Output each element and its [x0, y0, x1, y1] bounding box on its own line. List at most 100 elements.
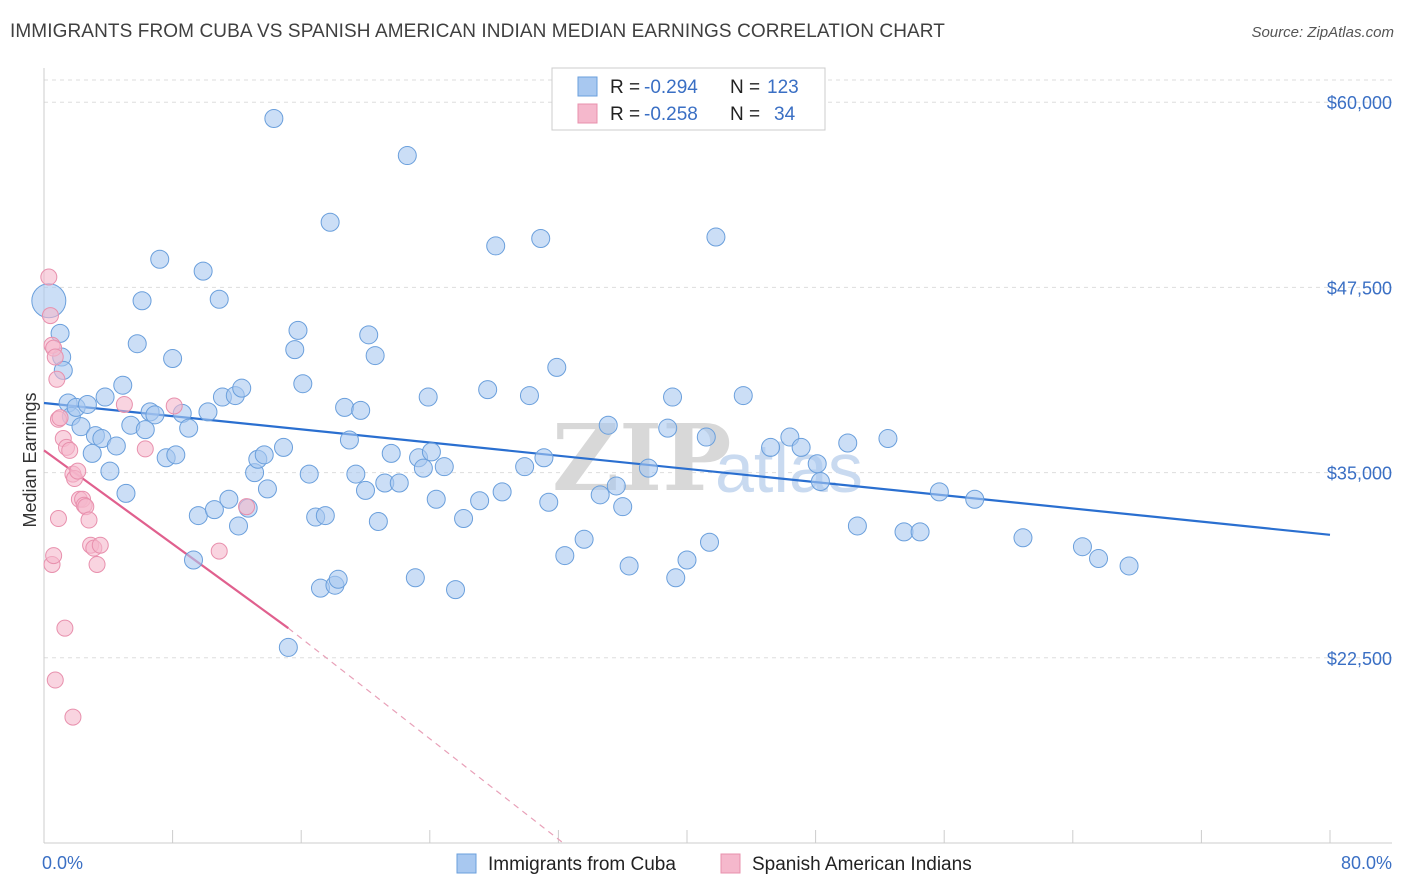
cuba-point	[278, 637, 298, 657]
cuba-point	[100, 461, 120, 481]
cuba-point	[116, 483, 136, 503]
cuba-point	[204, 500, 224, 520]
cuba-point	[894, 522, 914, 542]
cuba-point	[365, 346, 385, 366]
cuba-point	[381, 443, 401, 463]
sai-point	[41, 307, 59, 325]
cuba-point	[638, 458, 658, 478]
cuba-point	[574, 529, 594, 549]
sai-point	[91, 536, 109, 554]
chart-title: IMMIGRANTS FROM CUBA VS SPANISH AMERICAN…	[10, 21, 945, 42]
legend-swatch-cuba	[456, 853, 477, 874]
cuba-point	[965, 489, 985, 509]
cuba-point	[95, 387, 115, 407]
cuba-point	[910, 522, 930, 542]
cuba-point	[106, 436, 126, 456]
stats-n-label-sai: N =	[730, 104, 760, 125]
cuba-point	[288, 320, 308, 340]
y-tick-label: $47,500	[1327, 278, 1392, 298]
cuba-point	[418, 387, 438, 407]
sai-point	[46, 348, 64, 366]
cuba-point	[658, 418, 678, 438]
cuba-point	[405, 568, 425, 588]
cuba-point	[328, 569, 348, 589]
y-tick-labels: $22,500 $35,000 $47,500 $60,000	[1327, 93, 1392, 669]
cuba-point	[293, 374, 313, 394]
cuba-point	[145, 405, 165, 425]
cuba-point	[274, 437, 294, 457]
y-tick-label: $22,500	[1327, 649, 1392, 669]
cuba-point	[454, 509, 474, 529]
cuba-point	[232, 378, 252, 398]
cuba-point	[320, 212, 340, 232]
cuba-point	[397, 146, 417, 166]
cuba-point	[166, 445, 186, 465]
cuba-point	[590, 485, 610, 505]
stats-box: R = -0.294 N = 123 R = -0.258 N = 34	[551, 67, 826, 131]
cuba-point	[1072, 537, 1092, 557]
cuba-point	[150, 249, 170, 269]
sai-point	[46, 671, 64, 689]
y-axis-label: Median Earnings	[20, 392, 40, 527]
cuba-point	[606, 476, 626, 496]
sai-point	[115, 395, 133, 413]
cuba-point	[413, 458, 433, 478]
stats-r-value-cuba: -0.294	[644, 77, 698, 98]
cuba-point	[700, 532, 720, 552]
stats-r-value-sai: -0.258	[644, 104, 698, 125]
cuba-point	[555, 546, 575, 566]
cuba-point	[847, 516, 867, 536]
cuba-point	[356, 480, 375, 500]
legend-label-sai: Spanish American Indians	[752, 854, 972, 875]
cuba-point	[1089, 549, 1109, 569]
sai-point	[88, 555, 106, 573]
cuba-point	[791, 437, 811, 457]
cuba-point	[733, 386, 753, 406]
stats-n-value-cuba: 123	[767, 77, 799, 98]
cuba-point	[229, 516, 249, 536]
stats-r-label-sai: R =	[610, 104, 640, 125]
cuba-point	[531, 229, 551, 249]
cuba-point	[515, 457, 535, 477]
cuba-point	[677, 550, 697, 570]
sai-point	[40, 268, 58, 286]
sai-point	[80, 511, 98, 529]
cuba-point	[761, 437, 781, 457]
cuba-point	[539, 492, 559, 512]
cuba-point	[179, 418, 199, 438]
cuba-point	[71, 417, 91, 437]
cuba-point	[113, 375, 133, 395]
stats-n-label-cuba: N =	[730, 77, 760, 98]
data-points	[31, 109, 1139, 726]
cuba-point	[351, 400, 371, 420]
cuba-point	[929, 482, 949, 502]
cuba-point	[598, 415, 618, 435]
sai-point	[210, 542, 228, 560]
cuba-point	[219, 489, 239, 509]
source-credit: Source: ZipAtlas.com	[1251, 24, 1394, 41]
cuba-point	[810, 472, 830, 492]
sai-point	[136, 440, 154, 458]
cuba-point	[434, 457, 454, 477]
cuba-point	[264, 109, 284, 129]
x-tick-label-max: 80.0%	[1341, 853, 1392, 873]
sai-point	[48, 370, 66, 388]
legend-label-cuba: Immigrants from Cuba	[488, 854, 676, 875]
sai-point	[56, 619, 74, 637]
trend-line-sai-extension	[287, 627, 564, 844]
cuba-point	[335, 397, 355, 417]
cuba-point	[1119, 556, 1139, 576]
cuba-point	[838, 433, 858, 453]
cuba-point	[77, 394, 97, 414]
stats-swatch-cuba	[577, 76, 598, 97]
cuba-point	[254, 445, 274, 465]
cuba-point	[547, 357, 567, 377]
cuba-point	[389, 473, 409, 493]
cuba-point	[619, 556, 639, 576]
sai-point	[49, 510, 67, 528]
cuba-point	[426, 489, 446, 509]
cuba-point	[613, 497, 633, 517]
cuba-point	[188, 506, 208, 526]
cuba-point	[666, 568, 686, 588]
